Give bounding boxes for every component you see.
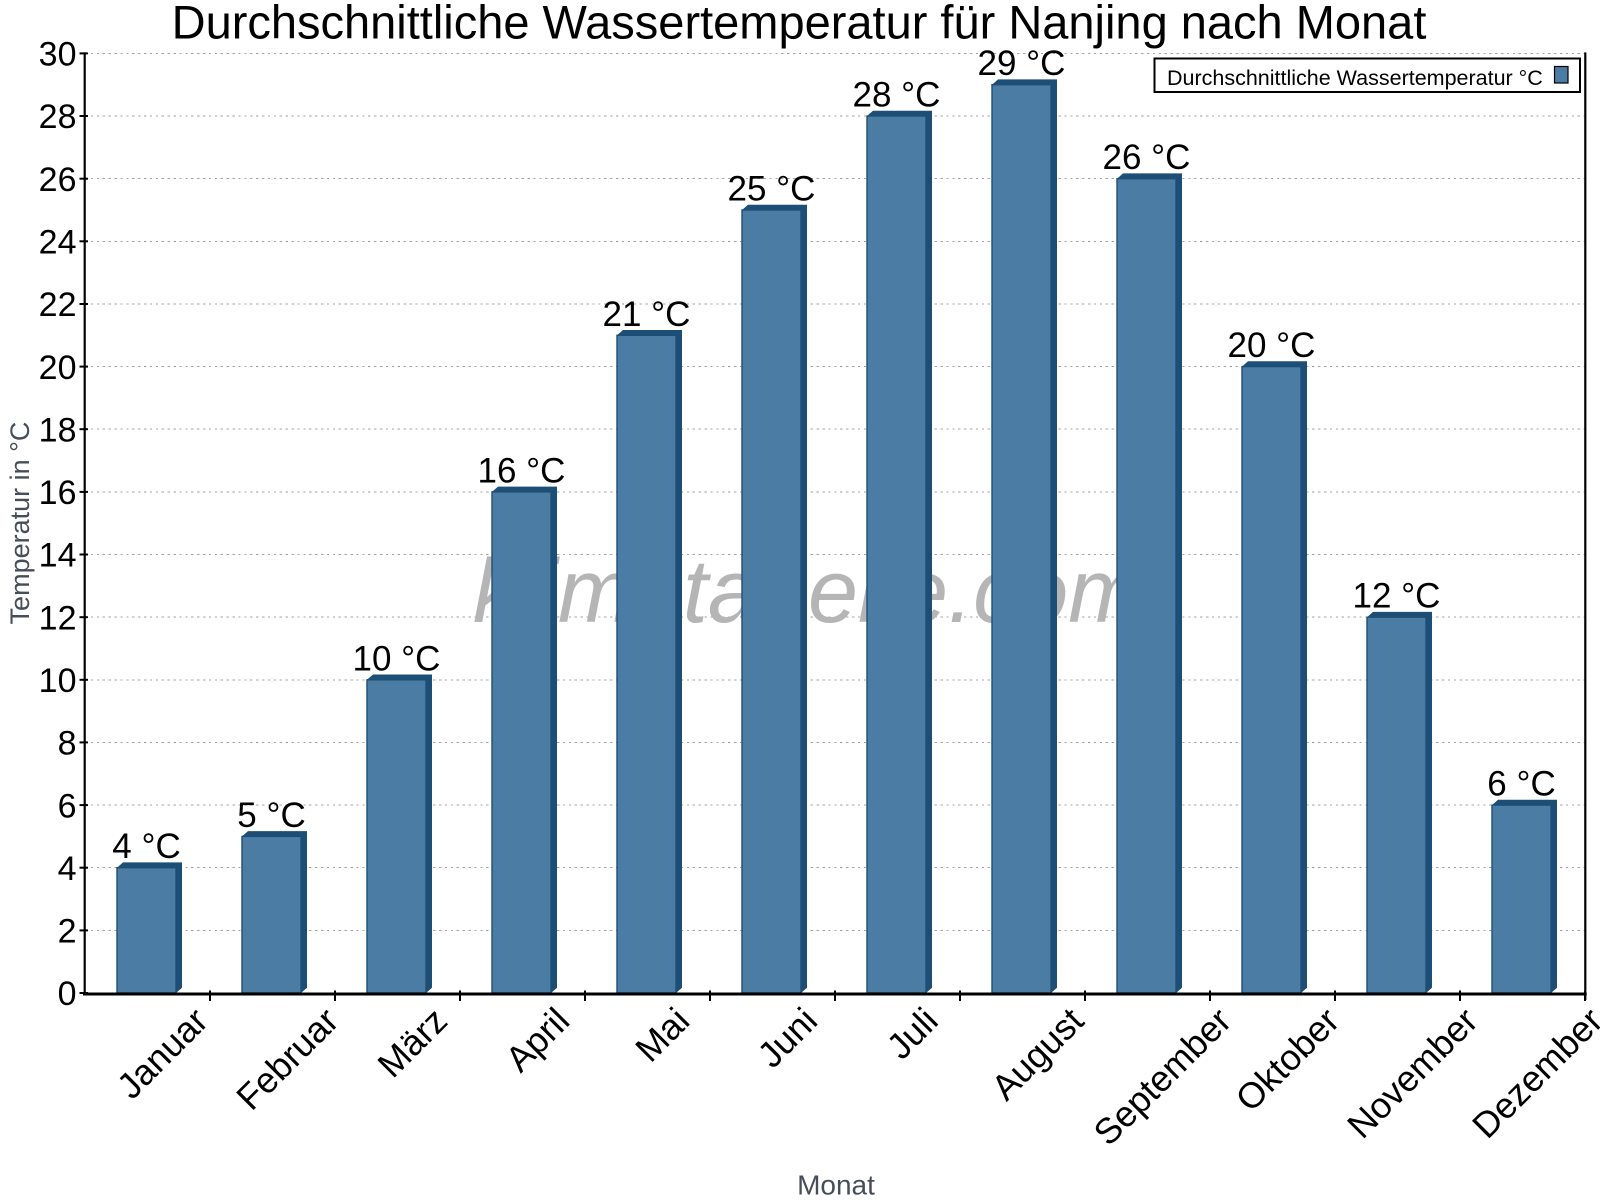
svg-text:28 °C: 28 °C bbox=[853, 76, 941, 115]
svg-text:16 °C: 16 °C bbox=[478, 451, 566, 490]
svg-text:20: 20 bbox=[39, 349, 77, 387]
svg-text:26: 26 bbox=[39, 161, 77, 199]
svg-text:30: 30 bbox=[39, 36, 77, 74]
svg-text:Durchschnittliche Wassertemper: Durchschnittliche Wassertemperatur °C bbox=[1167, 66, 1543, 90]
svg-text:Monat: Monat bbox=[797, 1170, 875, 1200]
svg-text:5 °C: 5 °C bbox=[237, 796, 305, 835]
svg-text:10 °C: 10 °C bbox=[353, 639, 441, 678]
svg-text:6 °C: 6 °C bbox=[1487, 765, 1555, 804]
svg-text:29 °C: 29 °C bbox=[978, 44, 1066, 83]
svg-text:22: 22 bbox=[39, 286, 77, 324]
svg-text:10: 10 bbox=[39, 662, 77, 700]
svg-text:Durchschnittliche Wassertemper: Durchschnittliche Wassertemperatur für N… bbox=[172, 0, 1427, 48]
svg-text:2: 2 bbox=[58, 913, 77, 951]
svg-text:20 °C: 20 °C bbox=[1228, 326, 1316, 365]
svg-text:12 °C: 12 °C bbox=[1353, 577, 1441, 616]
svg-text:28: 28 bbox=[39, 98, 77, 136]
svg-text:4 °C: 4 °C bbox=[112, 827, 180, 866]
svg-text:Temperatur in °C: Temperatur in °C bbox=[5, 422, 35, 625]
svg-text:26 °C: 26 °C bbox=[1103, 138, 1191, 177]
svg-text:14: 14 bbox=[39, 537, 77, 575]
svg-text:4: 4 bbox=[58, 850, 77, 888]
svg-text:16: 16 bbox=[39, 474, 77, 512]
svg-text:18: 18 bbox=[39, 411, 77, 449]
svg-text:12: 12 bbox=[39, 599, 77, 637]
svg-text:6: 6 bbox=[58, 787, 77, 825]
svg-text:0: 0 bbox=[58, 975, 77, 1013]
svg-text:24: 24 bbox=[39, 224, 77, 262]
svg-text:21 °C: 21 °C bbox=[603, 295, 691, 334]
svg-text:25 °C: 25 °C bbox=[728, 170, 816, 209]
svg-text:8: 8 bbox=[58, 725, 77, 763]
